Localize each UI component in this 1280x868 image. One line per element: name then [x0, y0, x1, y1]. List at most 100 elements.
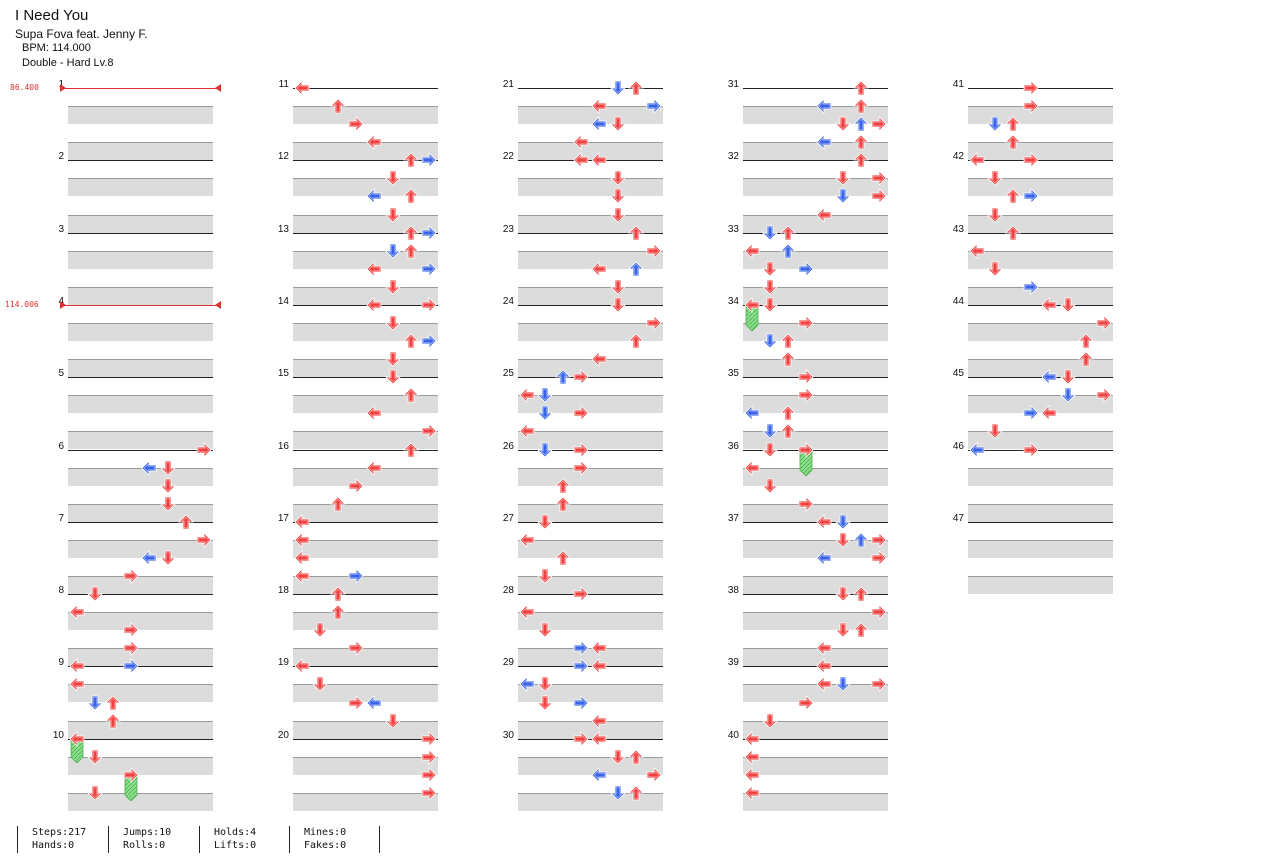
beat-band — [743, 467, 888, 486]
red-right-arrow-icon — [421, 766, 437, 783]
stat-divider — [379, 826, 380, 853]
red-right-arrow-icon — [871, 116, 887, 133]
beat-band — [68, 720, 213, 739]
blue-down-arrow-icon — [834, 514, 851, 530]
red-left-arrow-icon — [591, 712, 607, 729]
red-left-arrow-icon — [1041, 296, 1057, 313]
red-right-arrow-icon — [196, 441, 212, 458]
blue-right-arrow-icon — [573, 694, 589, 711]
beat-band — [518, 612, 663, 631]
beat-band — [968, 431, 1113, 450]
red-right-arrow-icon — [421, 730, 437, 747]
blue-left-arrow-icon — [141, 549, 157, 566]
red-down-arrow-icon — [159, 460, 176, 476]
red-up-arrow-icon — [105, 694, 122, 711]
beat-band — [968, 467, 1113, 486]
red-up-arrow-icon — [780, 405, 797, 421]
beat-band — [743, 214, 888, 233]
beat-band — [518, 250, 663, 269]
red-left-arrow-icon — [366, 134, 382, 151]
red-up-arrow-icon — [330, 586, 347, 602]
beat-band — [743, 648, 888, 667]
difficulty-label: Double - Hard Lv.8 — [22, 57, 114, 69]
measure-number: 19 — [277, 657, 289, 669]
blue-down-arrow-icon — [834, 676, 851, 693]
red-up-arrow-icon — [627, 225, 644, 241]
red-left-arrow-icon — [69, 676, 85, 693]
beat-band — [743, 178, 888, 197]
measure-line — [968, 377, 1113, 379]
red-right-arrow-icon — [646, 315, 662, 331]
beat-band — [518, 503, 663, 522]
red-right-arrow-icon — [798, 441, 814, 458]
red-up-arrow-icon — [852, 134, 869, 150]
red-right-arrow-icon — [123, 640, 139, 657]
red-up-arrow-icon — [555, 496, 572, 512]
red-left-arrow-icon — [591, 730, 607, 747]
measure-line — [743, 521, 888, 523]
beat-band — [68, 359, 213, 378]
beat-band — [518, 792, 663, 811]
measure-line — [68, 232, 213, 234]
blue-down-arrow-icon — [87, 695, 104, 711]
red-left-arrow-icon — [366, 459, 382, 476]
red-right-arrow-icon — [798, 315, 814, 331]
measure-number: 14 — [277, 295, 289, 307]
red-up-arrow-icon — [852, 80, 869, 96]
blue-down-arrow-icon — [537, 387, 554, 403]
bpm-change-line — [62, 88, 219, 89]
red-up-arrow-icon — [780, 225, 797, 241]
bpm-marker-right — [215, 300, 221, 309]
blue-left-arrow-icon — [1041, 369, 1057, 386]
beat-band — [293, 467, 438, 486]
blue-down-arrow-icon — [384, 243, 401, 259]
red-up-arrow-icon — [402, 152, 419, 168]
red-right-arrow-icon — [1023, 80, 1039, 96]
red-right-arrow-icon — [1023, 98, 1039, 115]
measure-number: 36 — [727, 440, 739, 452]
red-right-arrow-icon — [123, 622, 139, 639]
red-left-arrow-icon — [744, 730, 760, 747]
measure-line — [968, 88, 1113, 89]
measure-number: 31 — [727, 79, 739, 90]
measure-number: 42 — [952, 151, 964, 163]
beat-band — [68, 539, 213, 558]
stat-box-steps: Steps:217 Hands:0 — [17, 826, 86, 853]
measure-line — [743, 160, 888, 162]
measure-line — [518, 232, 663, 234]
red-down-arrow-icon — [834, 622, 851, 638]
red-down-arrow-icon — [762, 713, 779, 729]
red-left-arrow-icon — [744, 748, 760, 765]
beat-band — [968, 214, 1113, 233]
blue-right-arrow-icon — [421, 152, 437, 169]
red-right-arrow-icon — [348, 640, 364, 657]
beat-band — [68, 395, 213, 414]
measure-line — [293, 449, 438, 451]
beat-band — [743, 756, 888, 775]
blue-right-arrow-icon — [573, 658, 589, 675]
red-down-arrow-icon — [159, 496, 176, 512]
red-left-arrow-icon — [519, 604, 535, 621]
beat-band — [968, 539, 1113, 558]
beat-band — [743, 792, 888, 811]
beat-band — [293, 612, 438, 631]
red-down-arrow-icon — [609, 188, 626, 205]
beat-band — [518, 142, 663, 161]
red-left-arrow-icon — [519, 387, 535, 404]
red-up-arrow-icon — [402, 243, 419, 259]
beat-band — [743, 431, 888, 450]
measure-number: 16 — [277, 440, 289, 452]
red-right-arrow-icon — [1096, 387, 1112, 404]
red-down-arrow-icon — [834, 586, 851, 602]
measure-number: 40 — [727, 729, 739, 741]
beat-band — [743, 539, 888, 558]
stats-bar: Steps:217 Hands:0 Jumps:10 Rolls:0 Holds… — [17, 826, 397, 854]
blue-right-arrow-icon — [421, 333, 437, 349]
red-down-arrow-icon — [762, 297, 779, 313]
beat-band — [518, 106, 663, 125]
red-up-arrow-icon — [780, 423, 797, 439]
blue-down-arrow-icon — [609, 80, 626, 96]
blue-down-arrow-icon — [537, 442, 554, 458]
red-down-arrow-icon — [987, 261, 1004, 277]
measure-number: 30 — [502, 729, 514, 741]
